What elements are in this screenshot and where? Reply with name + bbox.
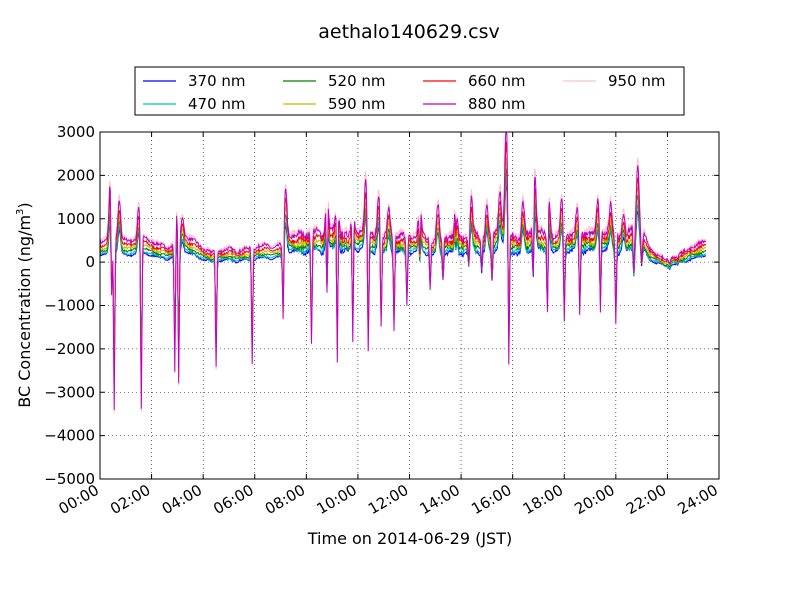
y-axis-label: BC Concentration (ng/m3) — [15, 202, 34, 407]
legend-label: 520 nm — [328, 72, 386, 90]
legend: 370 nm 470 nm 520 nm 590 nm 660 nm 880 nm 950 … — [134, 66, 685, 116]
y-tick-label: −2000 — [44, 340, 95, 358]
legend-label: 950 nm — [608, 72, 666, 90]
legend-entry: 950 nm — [563, 72, 666, 90]
legend-label: 660 nm — [468, 72, 526, 90]
legend-entry: 520 nm — [283, 72, 386, 90]
legend-entry: 660 nm — [423, 72, 526, 90]
y-tick-labels: −5000 −4000 −3000 −2000 −1000 0 1000 2000 3000 — [44, 123, 95, 488]
series-lines — [99, 131, 707, 414]
legend-entry: 880 nm — [423, 95, 526, 113]
x-tick-label: 08:00 — [262, 481, 308, 518]
x-tick-label: 12:00 — [365, 481, 411, 518]
series-line-660-nm — [99, 141, 707, 391]
y-tick-label: −5000 — [44, 470, 95, 488]
x-tick-label: 10:00 — [313, 481, 359, 518]
x-tick-label: 02:00 — [107, 481, 153, 518]
series-line-470-nm — [99, 178, 707, 361]
x-tick-label: 16:00 — [468, 481, 514, 518]
series-line-520-nm — [99, 168, 707, 369]
chart-title: aethalo140629.csv — [318, 21, 500, 43]
x-tick-label: 20:00 — [571, 481, 617, 518]
y-tick-label: −1000 — [44, 297, 95, 315]
y-axis-label-suffix: ) — [15, 202, 34, 208]
y-tick-label: −4000 — [44, 427, 95, 445]
y-axis-label-sup: 3 — [15, 209, 26, 215]
y-tick-label: 3000 — [57, 123, 95, 141]
x-tick-label: 04:00 — [159, 481, 205, 518]
x-axis-label: Time on 2014-06-29 (JST) — [307, 529, 512, 548]
y-tick-label: 1000 — [57, 210, 95, 228]
y-tick-label: 0 — [85, 253, 95, 271]
x-tick-label: 22:00 — [623, 481, 669, 518]
series-line-880-nm — [99, 131, 707, 410]
axis-ticks — [99, 131, 720, 480]
x-tick-label: 06:00 — [210, 481, 256, 518]
series-line-590-nm — [99, 157, 707, 377]
x-tick-label: 14:00 — [417, 481, 463, 518]
x-tick-labels: 00:00 02:00 04:00 06:00 08:00 10:00 12:00 14:00… — [56, 481, 721, 518]
legend-entries: 370 nm 470 nm 520 nm 590 nm 660 nm 880 nm 950 … — [143, 72, 666, 113]
legend-label: 590 nm — [328, 95, 386, 113]
grid-lines — [100, 132, 719, 479]
y-axis-label-prefix: BC Concentration (ng/m — [15, 215, 34, 408]
x-tick-label: 24:00 — [675, 481, 721, 518]
y-tick-label: −3000 — [44, 383, 95, 401]
legend-label: 470 nm — [188, 95, 246, 113]
x-tick-label: 18:00 — [520, 481, 566, 518]
legend-entry: 470 nm — [143, 95, 246, 113]
y-tick-label: 2000 — [57, 166, 95, 184]
legend-entry: 370 nm — [143, 72, 246, 90]
legend-frame — [134, 66, 685, 116]
legend-label: 370 nm — [188, 72, 246, 90]
legend-entry: 590 nm — [283, 95, 386, 113]
legend-label: 880 nm — [468, 95, 526, 113]
